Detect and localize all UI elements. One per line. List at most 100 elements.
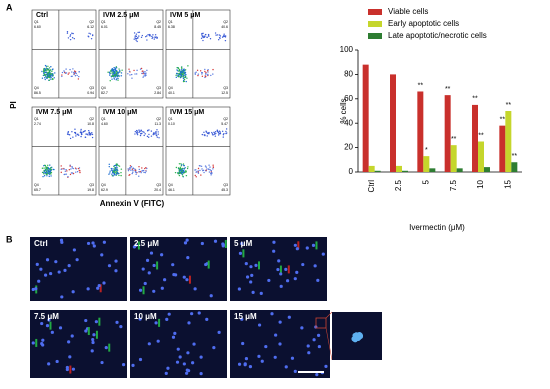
flow-event	[84, 136, 86, 138]
nucleus	[193, 287, 197, 291]
flow-event	[210, 170, 213, 172]
nucleus	[267, 278, 271, 283]
stain	[297, 241, 300, 250]
quadrant-value: 6.60	[34, 25, 41, 29]
nucleus	[138, 288, 143, 292]
flow-event	[142, 76, 144, 78]
flow-event	[199, 165, 201, 167]
bar	[444, 95, 451, 172]
flow-event	[140, 36, 143, 39]
flow-event	[180, 76, 182, 78]
nucleus	[185, 278, 189, 282]
flow-event	[41, 77, 44, 79]
bar	[499, 125, 506, 172]
flow-event	[157, 131, 159, 133]
flow-event	[113, 174, 116, 176]
quadrant-value: 20.4	[154, 188, 161, 192]
stain	[98, 317, 101, 326]
flow-event	[182, 79, 185, 82]
flow-event	[47, 76, 49, 78]
flow-event	[51, 74, 53, 77]
flow-event	[71, 71, 73, 73]
flow-event	[208, 133, 210, 135]
flow-event	[152, 132, 155, 135]
flow-event	[67, 73, 69, 75]
flow-event	[219, 35, 222, 37]
flow-event	[44, 171, 46, 174]
flow-event	[120, 72, 123, 74]
bar	[423, 156, 430, 172]
flow-event	[127, 168, 129, 170]
micrograph	[30, 310, 127, 378]
flow-event	[109, 72, 111, 75]
flow-event	[108, 173, 110, 175]
nucleus	[241, 341, 245, 346]
nucleus	[313, 264, 317, 268]
flow-event	[183, 168, 185, 170]
nucleus	[284, 365, 288, 369]
flow-event	[203, 171, 205, 174]
x-tick-label: 5	[421, 179, 430, 184]
flow-event	[218, 37, 221, 39]
flow-plot	[31, 9, 97, 99]
flow-event	[47, 171, 50, 173]
flow-event	[146, 69, 148, 72]
flow-event	[185, 80, 187, 83]
x-tick-label: 10	[476, 179, 485, 188]
flow-event	[118, 174, 120, 177]
quadrant-label: Q4	[34, 86, 39, 90]
significance: *	[425, 147, 428, 154]
flow-event	[120, 171, 122, 174]
flow-event	[80, 130, 82, 132]
nucleus	[152, 263, 156, 268]
flow-event	[118, 75, 121, 77]
flow-event	[79, 171, 81, 174]
flow-event	[48, 175, 50, 178]
flow-event	[183, 71, 185, 73]
flow-event	[201, 33, 203, 35]
nucleus	[209, 294, 213, 298]
nucleus	[47, 362, 51, 366]
flow-event	[44, 164, 47, 167]
micrograph	[30, 237, 127, 301]
flow-title: Ctrl	[36, 12, 48, 19]
nucleus	[251, 290, 255, 294]
flow-event	[44, 170, 46, 172]
nucleus	[191, 361, 195, 365]
flow-event	[177, 67, 179, 69]
flow-event	[145, 35, 147, 38]
flow-event	[210, 172, 212, 175]
bar	[505, 111, 512, 172]
flow-event	[66, 133, 69, 135]
flow-event	[141, 34, 144, 37]
significance: **	[506, 102, 512, 109]
flow-event	[180, 69, 183, 71]
y-tick-label: 40	[344, 118, 353, 127]
flow-event	[197, 171, 199, 173]
flow-event	[143, 131, 145, 133]
flow-event	[147, 129, 149, 132]
y-tick-label: 60	[344, 94, 353, 103]
flow-event	[212, 166, 215, 169]
flow-event	[144, 70, 146, 73]
flow-event	[133, 69, 135, 72]
flow-event	[135, 37, 138, 40]
flow-event	[186, 167, 189, 170]
flow-event	[110, 75, 113, 78]
flow-event	[71, 165, 73, 168]
flow-event	[136, 132, 139, 134]
flow-event	[138, 171, 140, 173]
flow-event	[205, 73, 207, 75]
flow-event	[146, 35, 148, 37]
flow-event	[182, 163, 185, 165]
nucleus	[72, 248, 76, 252]
flow-event	[180, 66, 183, 68]
flow-event	[216, 130, 219, 132]
micrograph	[130, 237, 227, 301]
flow-title: IVM 5 μM	[170, 12, 201, 19]
quadrant-label: Q3	[223, 86, 228, 90]
flow-event	[135, 39, 137, 41]
quadrant-label: Q3	[89, 86, 94, 90]
flow-event	[64, 170, 67, 172]
quadrant-value: 6.12	[87, 25, 94, 29]
